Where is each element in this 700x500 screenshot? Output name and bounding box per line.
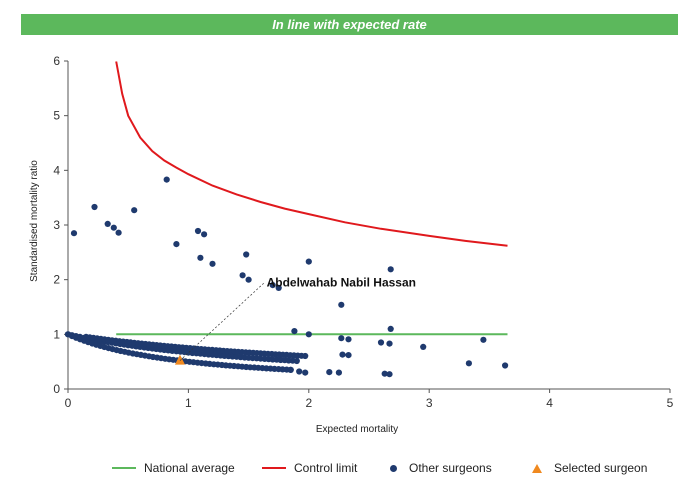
other-surgeon-point xyxy=(194,227,202,235)
legend-national-average: National average xyxy=(112,458,235,478)
points-layer xyxy=(64,176,509,378)
y-tick-label: 5 xyxy=(53,109,60,123)
other-surgeon-point xyxy=(110,224,117,231)
x-tick-label: 1 xyxy=(185,396,192,410)
legend-label: Other surgeons xyxy=(409,461,492,475)
legend-other-surgeons: Other surgeons xyxy=(386,458,492,478)
control-limit-swatch xyxy=(262,467,286,469)
x-tick-label: 0 xyxy=(65,396,72,410)
y-tick-label: 6 xyxy=(53,54,60,68)
legend-label: Selected surgeon xyxy=(554,461,648,475)
other-surgeon-point xyxy=(201,231,208,238)
other-surgeon-point xyxy=(326,369,333,376)
other-surgeon-point xyxy=(245,276,252,283)
other-surgeon-point xyxy=(480,336,487,343)
other-surgeon-point xyxy=(345,352,352,359)
legend: National average Control limit Other sur… xyxy=(0,458,700,478)
other-surgeon-point xyxy=(131,207,138,214)
other-surgeon-point xyxy=(339,351,346,358)
x-axis-title: Expected mortality xyxy=(316,424,398,435)
other-surgeon-point xyxy=(239,272,246,279)
other-surgeon-point xyxy=(387,266,394,273)
other-surgeon-point xyxy=(70,230,78,237)
other-surgeon-point xyxy=(287,366,294,373)
x-tick-label: 4 xyxy=(546,396,553,410)
y-tick-label: 1 xyxy=(53,327,60,341)
other-surgeon-point xyxy=(91,203,98,211)
other-surgeon-point xyxy=(197,254,204,261)
other-surgeon-point xyxy=(115,229,122,236)
other-surgeon-point xyxy=(209,260,216,267)
other-surgeon-point xyxy=(243,251,250,258)
outcome-banner: In line with expected rate xyxy=(21,14,678,35)
other-surgeons-swatch xyxy=(390,464,397,472)
other-surgeon-point xyxy=(345,336,352,343)
other-surgeon-point xyxy=(302,369,309,376)
x-tick-label: 5 xyxy=(667,396,674,410)
legend-label: Control limit xyxy=(294,461,358,475)
series-layer xyxy=(115,61,508,336)
other-surgeon-point xyxy=(386,371,393,378)
control-limit-line xyxy=(115,61,508,247)
other-surgeon-point xyxy=(291,328,298,335)
other-surgeon-point xyxy=(338,335,345,342)
other-surgeon-point xyxy=(296,368,303,375)
other-surgeon-point xyxy=(420,343,427,350)
other-surgeon-point xyxy=(163,176,170,183)
y-tick-label: 3 xyxy=(53,218,60,232)
other-surgeon-point xyxy=(305,258,312,265)
selected-surgeon-swatch xyxy=(532,463,542,473)
other-surgeon-point xyxy=(465,360,472,367)
legend-selected-surgeon: Selected surgeon xyxy=(524,458,647,478)
other-surgeon-point xyxy=(335,369,342,376)
other-surgeon-point xyxy=(387,325,394,332)
other-surgeon-point xyxy=(293,357,300,365)
other-surgeon-point xyxy=(386,340,393,347)
selected-surgeon-point xyxy=(174,354,185,365)
y-axis-title: Standardised mortality ratio xyxy=(29,160,40,282)
x-tick-label: 2 xyxy=(305,396,312,410)
other-surgeon-point xyxy=(381,370,388,377)
national-average-swatch xyxy=(112,467,136,469)
y-tick-label: 2 xyxy=(53,273,60,287)
selected-surgeon-label: Abdelwahab Nabil Hassan xyxy=(267,275,416,289)
other-surgeon-point xyxy=(269,282,276,289)
other-surgeon-point xyxy=(338,301,345,308)
chart-area: 0 1 2 3 4 5 6 0 1 2 3 4 5 Standardised mortality rat… xyxy=(29,54,674,435)
other-surgeon-point xyxy=(377,339,385,346)
y-tick-label: 4 xyxy=(53,163,60,177)
other-surgeon-point xyxy=(104,220,111,227)
other-surgeon-point xyxy=(173,241,180,248)
y-tick-label: 0 xyxy=(53,382,60,396)
legend-control-limit: Control limit xyxy=(262,458,357,478)
callout-leader-line xyxy=(179,282,265,361)
other-surgeon-point xyxy=(275,284,282,291)
other-surgeon-point xyxy=(305,331,312,338)
other-surgeon-point xyxy=(302,352,309,360)
legend-label: National average xyxy=(144,461,235,475)
other-surgeon-point xyxy=(502,362,509,369)
x-tick-label: 3 xyxy=(426,396,433,410)
